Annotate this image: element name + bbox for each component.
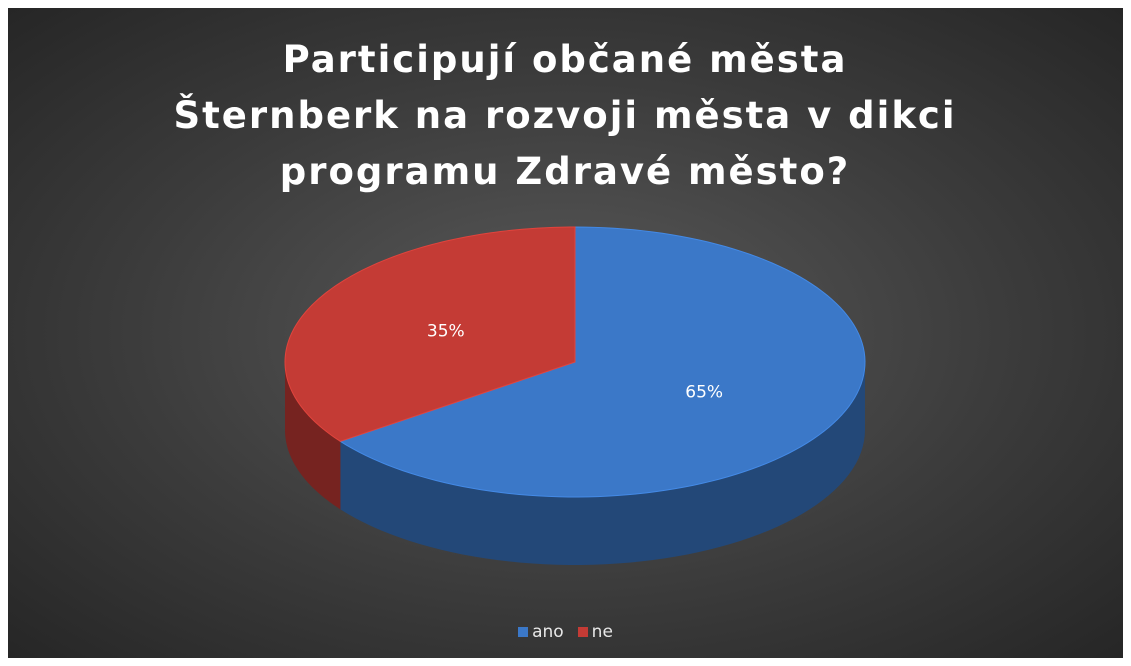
legend-swatch: [577, 627, 588, 637]
legend-item: ano: [518, 622, 564, 642]
legend-label: ne: [591, 622, 613, 642]
data-label: 35%: [427, 321, 465, 341]
legend-item: ne: [577, 622, 613, 642]
legend-swatch: [518, 627, 529, 637]
legend-label: ano: [532, 622, 564, 642]
data-label: 65%: [685, 383, 723, 403]
slice-side: [285, 362, 341, 510]
legend: ano ne: [0, 622, 1131, 642]
pie-slice: [284, 226, 576, 442]
pie-slice: [339, 226, 866, 498]
slice-side: [340, 362, 865, 565]
chart-title: Participují občané města Šternberk na ro…: [173, 38, 957, 193]
